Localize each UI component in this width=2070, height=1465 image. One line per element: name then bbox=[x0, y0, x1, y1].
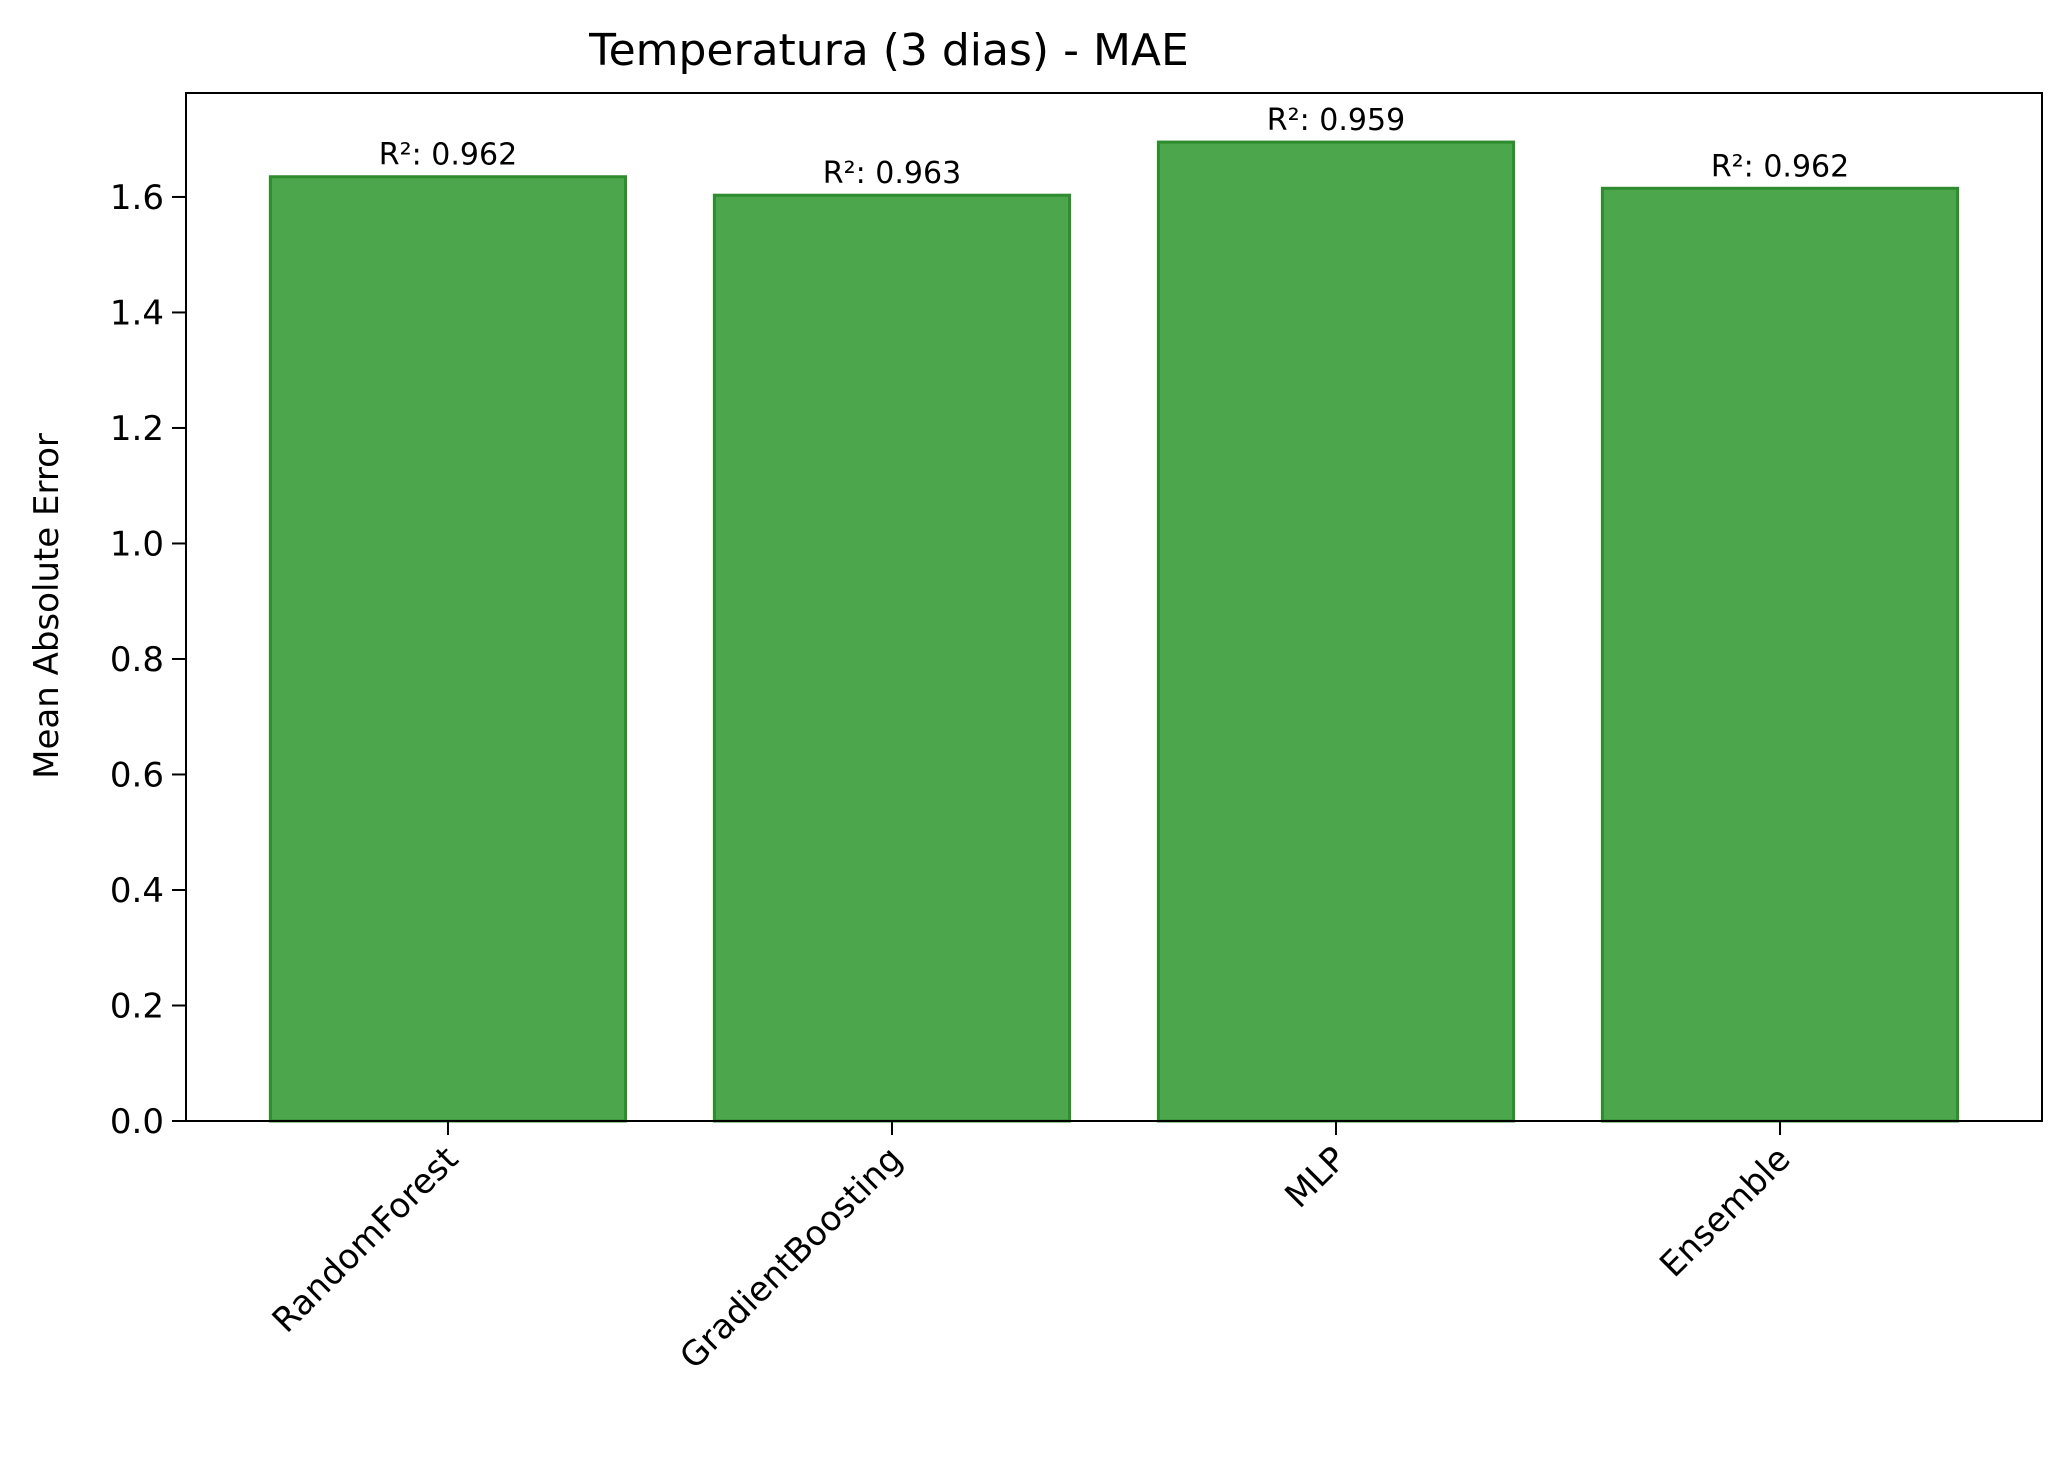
y-tick-label: 1.4 bbox=[110, 293, 164, 333]
bar-label-gradientboosting: R²: 0.963 bbox=[823, 156, 961, 191]
plot-frame bbox=[185, 92, 2043, 1122]
bar-labels-group: R²: 0.962 R²: 0.963 R²: 0.959 R²: 0.962 bbox=[379, 103, 1849, 191]
bars-group bbox=[268, 140, 1960, 1123]
y-tick-label: 0.8 bbox=[110, 640, 164, 680]
bar-gradientboosting bbox=[712, 193, 1072, 1123]
y-tick-label: 1.6 bbox=[110, 178, 164, 218]
y-tick-label: 0.2 bbox=[110, 986, 164, 1026]
bar-label-mlp: R²: 0.959 bbox=[1267, 103, 1405, 138]
y-tick-label: 0.6 bbox=[110, 755, 164, 795]
y-tick-label: 0.4 bbox=[110, 871, 164, 911]
y-tick-label: 1.2 bbox=[110, 409, 164, 449]
y-tick-label: 0.0 bbox=[110, 1102, 164, 1142]
y-axis-ticks: 0.0 0.2 0.4 0.6 0.8 1.0 1.2 1.4 1.6 bbox=[110, 178, 186, 1142]
bar-label-ensemble: R²: 0.962 bbox=[1711, 149, 1849, 184]
y-axis-label: Mean Absolute Error bbox=[27, 433, 67, 779]
chart-title: Temperatura (3 dias) - MAE bbox=[588, 25, 1189, 76]
bar-mlp bbox=[1156, 140, 1516, 1123]
bar-randomforest bbox=[268, 175, 628, 1123]
bar-ensemble bbox=[1600, 186, 1960, 1123]
y-tick-label: 1.0 bbox=[110, 524, 164, 564]
bar-label-randomforest: R²: 0.962 bbox=[379, 138, 517, 173]
